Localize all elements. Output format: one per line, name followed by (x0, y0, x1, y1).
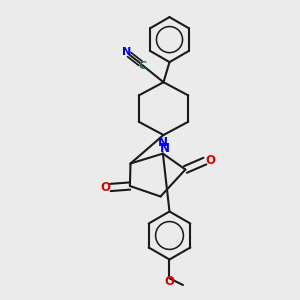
Text: O: O (164, 275, 175, 288)
Text: N: N (158, 136, 168, 149)
Text: O: O (205, 154, 215, 167)
Text: O: O (100, 181, 110, 194)
Text: C: C (139, 61, 147, 71)
Text: N: N (160, 142, 170, 155)
Text: N: N (122, 46, 131, 57)
